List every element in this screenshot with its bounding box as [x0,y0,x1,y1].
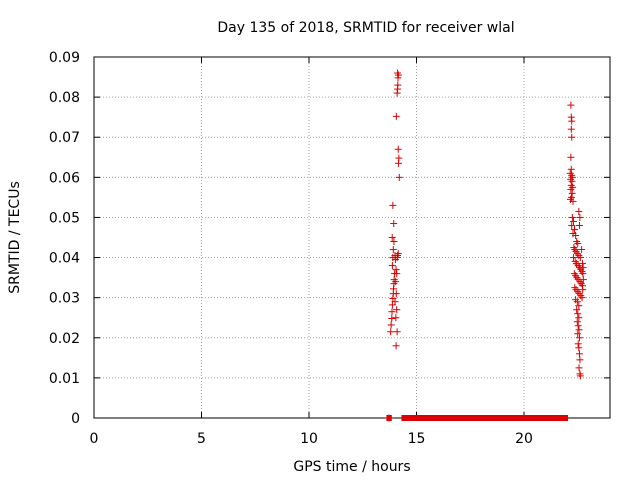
x-tick-label: 10 [300,431,318,447]
x-tick-label: 15 [408,431,426,447]
data-point [576,372,584,380]
data-point [574,310,582,318]
data-point [568,133,576,141]
data-point [388,308,396,316]
data-point [394,159,402,167]
data-point [575,364,583,372]
data-point [575,350,583,358]
data-point [390,219,398,227]
data-point [573,298,581,306]
y-tick-label: 0.03 [49,291,80,307]
data-point [394,81,402,89]
x-tick-label: 5 [197,431,206,447]
data-point [569,217,577,225]
data-point [392,314,400,322]
data-points [385,69,587,422]
x-tick-label: 0 [90,431,99,447]
data-point [568,221,576,229]
y-tick-label: 0.04 [49,251,80,267]
axis-ticks [93,56,610,419]
data-point [390,238,398,246]
data-point [568,213,576,221]
data-point [568,189,576,197]
y-tick-label: 0.06 [49,170,80,186]
data-point [394,145,402,153]
data-point [387,321,395,329]
data-point [576,254,584,262]
data-point [388,262,396,270]
data-point [393,270,401,278]
data-point [572,231,580,239]
data-point [394,69,402,77]
data-point [389,201,397,209]
data-point [567,185,575,193]
y-tick-label: 0.02 [49,331,80,347]
y-axis-label: SRMTID / TECUs [7,181,23,294]
data-point [568,117,576,125]
data-point [567,165,575,173]
data-point [389,246,397,254]
zero-value-points [401,415,569,421]
data-point [567,153,575,161]
data-point [578,260,586,268]
tick-labels: 0 0.01 0.02 0.03 0.04 0.05 0.06 0.07 0.08 0.09 0 5 1… [49,50,533,447]
data-point [395,173,403,181]
data-point [569,254,577,262]
data-point [568,177,576,185]
data-point [574,340,582,348]
data-point [575,302,583,310]
data-point [574,330,582,338]
data-point [578,246,586,254]
data-point [575,326,583,334]
data-point [388,315,396,323]
y-tick-label: 0.01 [49,371,80,387]
data-point [393,328,401,336]
data-point [579,264,587,272]
data-point [576,213,584,221]
chart-title: Day 135 of 2018, SRMTID for receiver wla… [217,20,514,36]
data-point [569,197,577,205]
y-tick-label: 0.05 [49,210,80,226]
data-point [392,112,400,120]
data-point [575,314,583,322]
data-point [385,414,393,422]
grid [94,57,610,418]
data-point [393,306,401,314]
plot-area-frame [93,56,611,419]
data-point [579,270,587,278]
data-point [576,356,584,364]
x-axis-label: GPS time / hours [293,459,410,475]
data-point [574,322,582,330]
data-point [392,278,400,286]
data-point [387,328,395,336]
data-point [567,101,575,109]
y-tick-label: 0.09 [49,50,80,66]
data-point [573,306,581,314]
data-point [575,207,583,215]
data-point [392,290,400,298]
data-point [391,298,399,306]
data-point [388,234,396,241]
y-tick-label: 0 [71,411,80,427]
data-point [571,225,579,233]
data-point [394,250,402,258]
data-point [575,334,583,342]
data-point [392,266,400,274]
y-tick-label: 0.08 [49,90,80,106]
x-tick-label: 20 [515,431,533,447]
data-point [392,342,400,350]
data-point [573,318,581,326]
y-tick-label: 0.07 [49,130,80,146]
data-point [578,294,586,302]
data-point [579,276,587,284]
data-point [575,221,583,229]
data-point [574,240,582,248]
data-point [579,286,587,294]
data-point [567,125,575,133]
data-point [575,344,583,352]
